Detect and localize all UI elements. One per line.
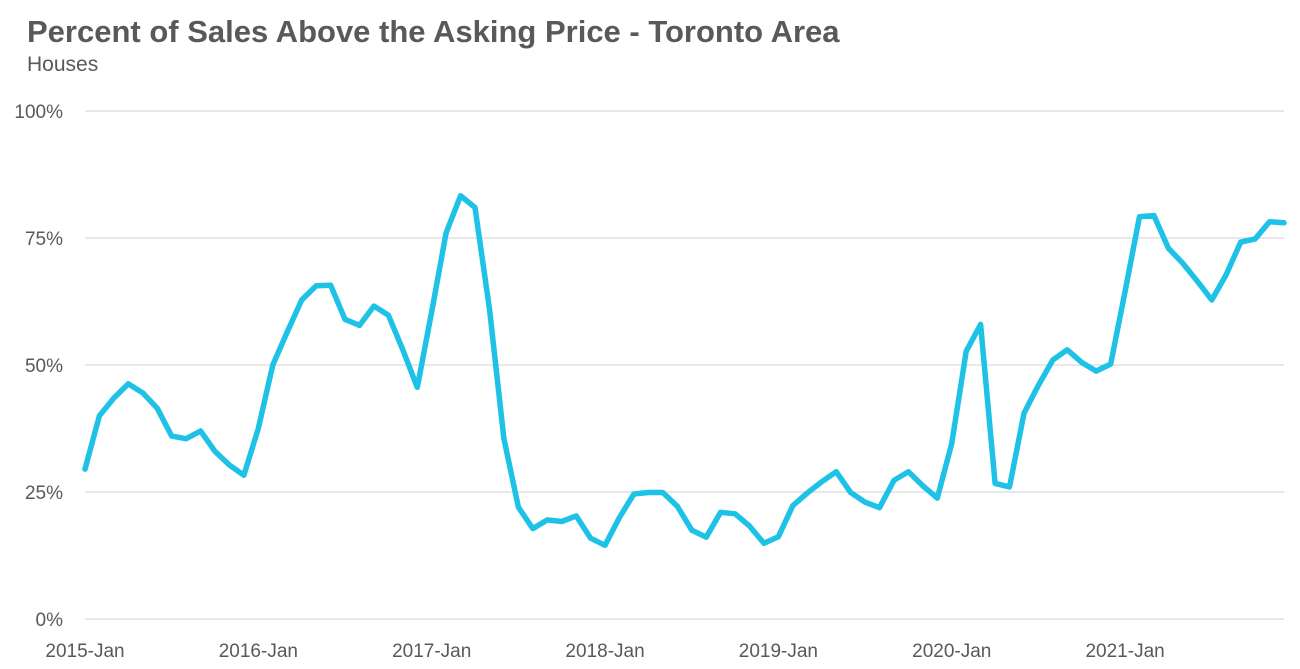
y-axis-ticks: 0% 25% 50% 75% 100%: [14, 102, 63, 631]
x-tick-label: 2015-Jan: [45, 641, 124, 662]
series-line: [82, 193, 1287, 549]
x-tick-label: 2018-Jan: [565, 641, 644, 662]
x-tick-label: 2019-Jan: [739, 641, 818, 662]
y-tick-label: 0%: [36, 610, 64, 631]
x-axis-ticks: 2015-Jan 2016-Jan 2017-Jan 2018-Jan 2019-Jan…: [45, 641, 1164, 662]
y-tick-label: 25%: [25, 483, 63, 504]
x-tick-label: 2017-Jan: [392, 641, 471, 662]
chart-subtitle: Houses: [27, 53, 99, 76]
x-tick-label: 2021-Jan: [1085, 641, 1164, 662]
chart-title: Percent of Sales Above the Asking Price …: [27, 14, 840, 49]
x-tick-label: 2016-Jan: [219, 641, 298, 662]
y-tick-label: 75%: [25, 229, 63, 250]
gridlines: [85, 110, 1284, 620]
y-tick-label: 100%: [14, 102, 63, 123]
series-layer: [82, 193, 1287, 549]
x-tick-label: 2020-Jan: [912, 641, 991, 662]
y-tick-label: 50%: [25, 356, 63, 377]
